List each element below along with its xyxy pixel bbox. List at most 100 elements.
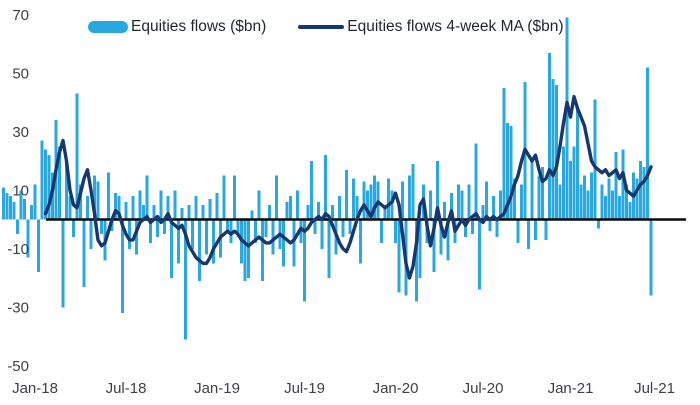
bar-week-51 (180, 207, 184, 220)
bar-week-119 (418, 219, 422, 278)
bar-week-32 (114, 193, 117, 220)
bar-week-35 (124, 201, 128, 220)
bar-week-27 (96, 181, 100, 220)
bar-week-72 (254, 219, 257, 243)
bar-week-17 (61, 219, 65, 308)
bar-week-82 (289, 196, 292, 220)
bar-week-173 (607, 178, 611, 220)
bar-week-64 (226, 219, 229, 232)
bar-week-73 (257, 190, 261, 220)
bar-week-92 (324, 155, 327, 220)
bar-week-172 (604, 196, 607, 220)
bar-week-84 (296, 190, 299, 220)
bar-week-160 (562, 146, 565, 220)
bar-week-6 (23, 199, 26, 220)
y-tick-label-50: 50 (12, 66, 29, 83)
bar-week-106 (373, 175, 376, 220)
bar-week-12 (44, 149, 47, 220)
bar-week-128 (450, 193, 453, 220)
bar-week-76 (268, 204, 271, 220)
bar-week-75 (264, 219, 268, 238)
bar-week-71 (250, 210, 254, 220)
bar-week-91 (320, 219, 324, 249)
bar-week-181 (635, 178, 639, 220)
bar-week-117 (411, 163, 415, 220)
bar-week-170 (597, 219, 600, 229)
bar-week-122 (429, 190, 432, 220)
bar-week-26 (93, 175, 96, 220)
bar-week-77 (271, 219, 275, 255)
y-tick-label--10: -10 (7, 241, 29, 258)
bar-week-56 (198, 219, 201, 281)
bar-week-53 (187, 204, 191, 220)
bar-week-5 (19, 190, 23, 220)
bar-week-33 (117, 196, 121, 220)
bar-week-80 (282, 219, 285, 267)
bar-week-90 (317, 201, 320, 220)
bar-week-23 (82, 219, 86, 287)
bar-week-46 (163, 219, 166, 235)
bar-week-103 (362, 181, 366, 220)
bar-week-2 (9, 196, 12, 220)
bar-week-0 (2, 187, 5, 220)
bar-week-4 (16, 219, 19, 235)
bar-week-16 (58, 146, 61, 220)
bar-week-132 (464, 219, 467, 238)
x-axis-ticks: Jan-18 Jul-18 Jan-19 Jul-19 Jan-20 Jul-20 Jan-… (12, 380, 675, 397)
bar-week-179 (628, 201, 632, 220)
bar-week-61 (215, 193, 219, 220)
bar-week-30 (107, 172, 110, 220)
bar-week-167 (586, 190, 590, 220)
bar-week-145 (509, 125, 513, 220)
bar-week-171 (600, 184, 604, 220)
bar-week-162 (569, 161, 572, 220)
legend-line-swatch-icon (298, 25, 345, 29)
bar-week-139 (488, 219, 492, 232)
bar-week-89 (313, 219, 317, 235)
bar-week-83 (292, 219, 296, 267)
bar-week-154 (541, 166, 544, 220)
bar-week-3 (12, 201, 16, 220)
bar-week-182 (639, 161, 642, 220)
bar-week-125 (439, 219, 443, 255)
bar-week-20 (72, 219, 75, 238)
bar-week-178 (625, 184, 628, 220)
bar-week-50 (177, 219, 180, 264)
bar-week-28 (100, 219, 103, 235)
bar-week-177 (621, 149, 625, 220)
legend-bar-swatch-icon (88, 21, 128, 33)
x-tick-label-Jul-19: Jul-19 (284, 380, 325, 397)
bar-week-9 (33, 184, 37, 220)
bar-week-37 (131, 196, 135, 220)
bar-week-49 (173, 190, 177, 220)
bar-week-44 (156, 219, 159, 238)
bar-week-60 (212, 219, 215, 264)
x-tick-label-Jan-20: Jan-20 (373, 380, 419, 397)
bar-week-109 (383, 204, 387, 220)
bar-week-133 (467, 184, 471, 220)
bar-week-146 (513, 178, 516, 220)
bar-week-138 (485, 181, 488, 220)
bar-week-165 (579, 184, 583, 220)
y-axis-ticks: 70 50 30 10 -10 -30 -50 (7, 7, 29, 375)
bar-week-87 (306, 204, 310, 220)
bar-week-94 (331, 204, 334, 220)
x-tick-label-Jul-18: Jul-18 (106, 380, 147, 397)
bar-week-158 (555, 84, 558, 220)
bar-week-58 (205, 219, 208, 255)
bar-week-97 (341, 219, 345, 238)
bar-week-21 (75, 93, 79, 220)
legend-line-label: Equities flows 4-week MA ($bn) (347, 18, 564, 35)
bar-week-99 (348, 219, 352, 235)
bar-week-108 (380, 219, 383, 243)
bar-week-151 (530, 161, 534, 220)
bar-week-7 (26, 219, 30, 258)
bar-week-164 (576, 108, 579, 220)
x-tick-label-Jan-21: Jan-21 (548, 380, 594, 397)
bar-week-63 (222, 175, 226, 220)
y-tick-label--30: -30 (7, 299, 29, 316)
bar-week-163 (572, 146, 576, 220)
bar-week-161 (565, 17, 569, 220)
bar-week-81 (285, 201, 289, 220)
